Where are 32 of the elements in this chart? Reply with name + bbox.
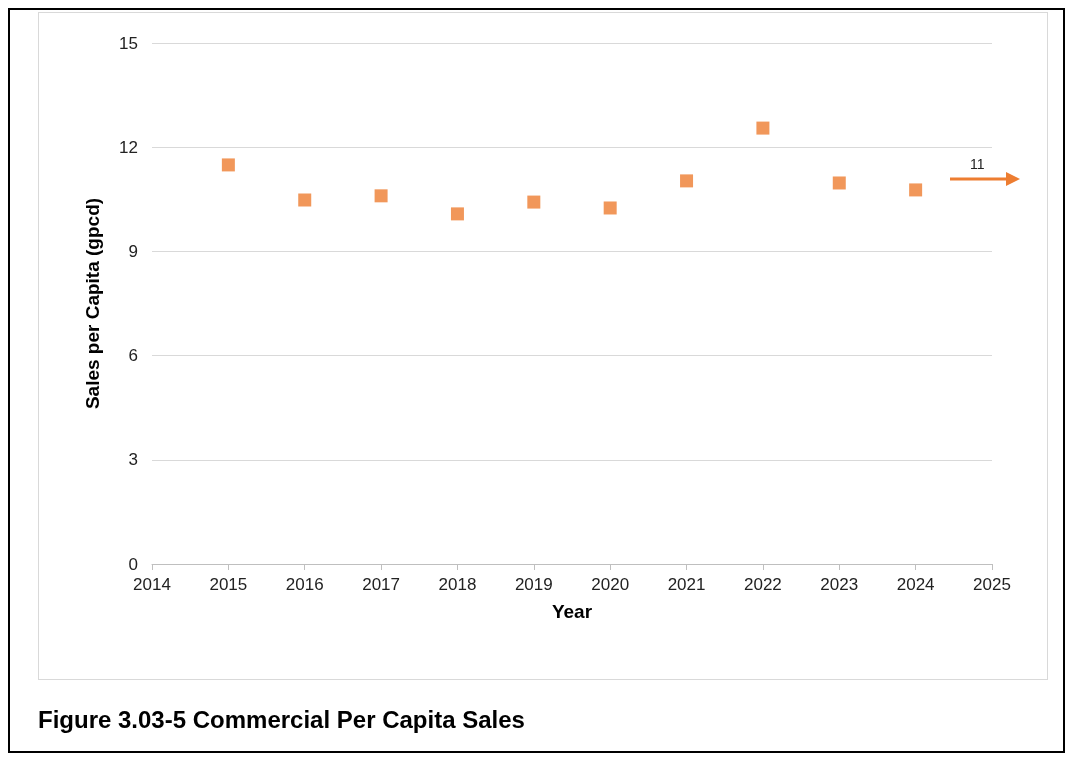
point [527,195,541,209]
x-tick-label: 2015 [209,575,248,594]
x-tick-label: 2019 [514,575,553,594]
y-tick-label: 9 [128,241,138,261]
y-tick-label: 12 [119,137,138,157]
point [298,193,312,207]
y-tick-label: 3 [128,450,138,470]
y-tick-label: 0 [128,554,138,574]
y-tick-label: 15 [119,33,138,53]
point [374,189,388,203]
x-tick-label: 2014 [133,575,171,594]
x-tick-label: 2025 [973,575,1011,594]
x-tick-label: 2018 [438,575,477,594]
point [756,121,770,135]
x-tick-label: 2024 [896,575,935,594]
x-tick-label: 2016 [285,575,324,594]
x-tick-label: 2022 [744,575,782,594]
y-axis-title: Sales per Capita (gpcd) [82,197,103,410]
annotation: 11 [970,156,985,172]
x-tick-label: 2020 [591,575,630,594]
point [909,183,923,197]
text: Figure 3.03-5 Commercial Per Capita Sales [38,706,525,734]
y-tick-label: 6 [128,346,138,366]
point [680,174,694,188]
x-axis-title: Year [551,601,593,622]
point [603,201,617,215]
x-tick-label: 2021 [667,575,706,594]
point [450,207,464,221]
x-tick-label: 2023 [820,575,859,594]
x-tick-label: 2017 [362,575,400,594]
point [832,176,846,190]
point [221,158,235,172]
